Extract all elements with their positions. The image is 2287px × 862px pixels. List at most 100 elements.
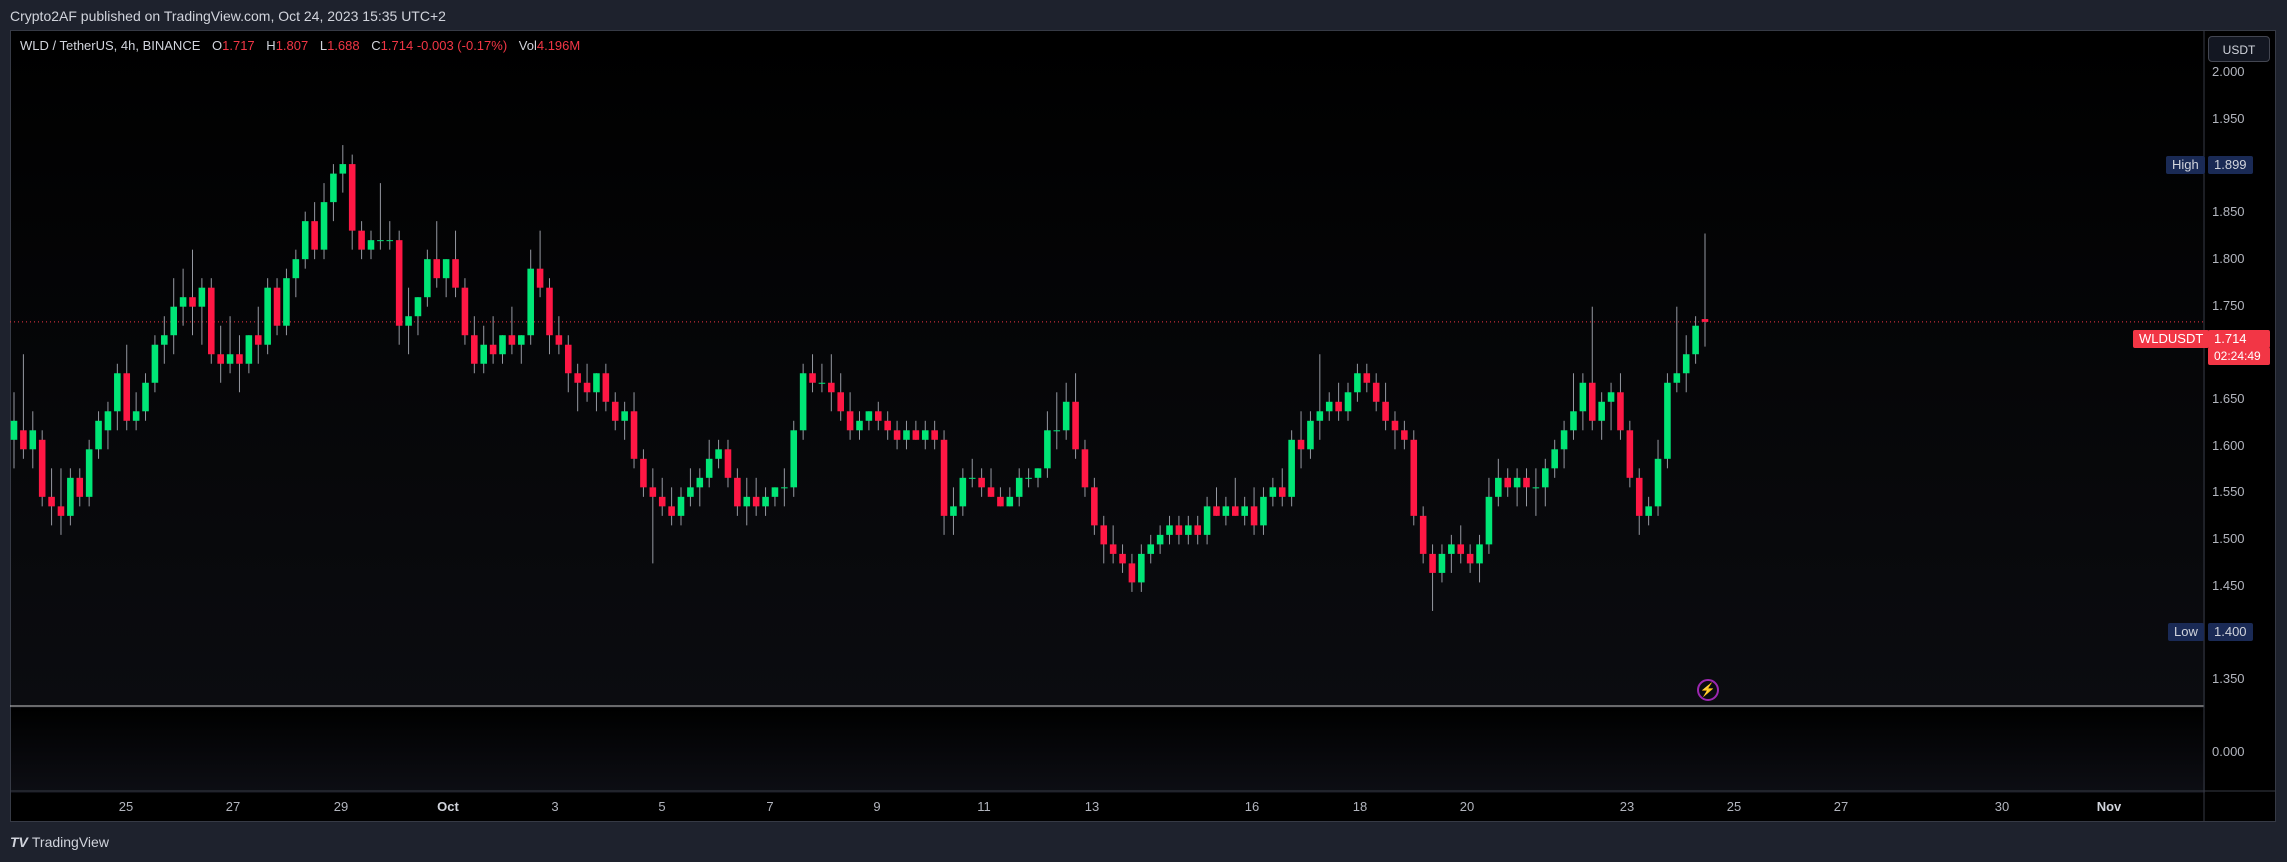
candle[interactable]: [114, 363, 121, 431]
candle[interactable]: [348, 154, 356, 250]
candle[interactable]: [1363, 363, 1371, 393]
candle[interactable]: [1015, 468, 1023, 507]
candle[interactable]: [508, 306, 516, 355]
candle[interactable]: [461, 278, 469, 345]
candle[interactable]: [734, 468, 741, 516]
candle[interactable]: [649, 468, 657, 564]
candle[interactable]: [968, 458, 976, 488]
candle[interactable]: [95, 411, 102, 459]
candle[interactable]: [1128, 553, 1136, 592]
candle[interactable]: [1560, 420, 1568, 469]
candle[interactable]: [527, 249, 534, 345]
candle[interactable]: [489, 316, 497, 364]
candle[interactable]: [978, 468, 985, 497]
candle[interactable]: [771, 487, 779, 507]
candle[interactable]: [630, 392, 638, 469]
candle[interactable]: [1645, 496, 1652, 526]
candle[interactable]: [1081, 439, 1089, 497]
candle[interactable]: [884, 411, 891, 440]
candle[interactable]: [602, 363, 610, 412]
candle[interactable]: [1325, 392, 1333, 421]
candle[interactable]: [546, 278, 553, 355]
candle[interactable]: [76, 468, 84, 507]
candle[interactable]: [1372, 373, 1380, 412]
candle[interactable]: [1100, 515, 1108, 564]
candle[interactable]: [705, 439, 713, 488]
candle[interactable]: [1138, 544, 1145, 592]
candle[interactable]: [1231, 477, 1239, 516]
candle[interactable]: [395, 230, 403, 345]
candle[interactable]: [1476, 534, 1483, 583]
candle[interactable]: [10, 392, 18, 469]
candle[interactable]: [273, 278, 281, 336]
candle[interactable]: [217, 325, 224, 383]
candle[interactable]: [1354, 363, 1361, 402]
candle[interactable]: [414, 297, 422, 336]
tradingview-logo[interactable]: TV TradingView: [10, 834, 109, 850]
candle[interactable]: [358, 221, 365, 260]
candle[interactable]: [677, 487, 685, 526]
candle[interactable]: [1495, 458, 1502, 507]
candle[interactable]: [837, 373, 844, 421]
candle[interactable]: [1044, 411, 1051, 478]
candle[interactable]: [1194, 515, 1201, 545]
candle[interactable]: [292, 249, 300, 298]
candle[interactable]: [724, 439, 732, 488]
candle[interactable]: [1598, 392, 1605, 440]
candle[interactable]: [593, 373, 600, 412]
candle[interactable]: [57, 468, 65, 535]
candle[interactable]: [38, 430, 46, 507]
candle[interactable]: [762, 487, 769, 516]
candle[interactable]: [1222, 496, 1230, 526]
legend-symbol[interactable]: WLD / TetherUS, 4h, BINANCE: [20, 38, 201, 53]
candle[interactable]: [48, 468, 55, 526]
candle[interactable]: [1419, 506, 1427, 564]
candle[interactable]: [170, 278, 177, 355]
candle[interactable]: [743, 477, 751, 526]
candle[interactable]: [1532, 468, 1540, 516]
candle[interactable]: [1682, 335, 1690, 393]
candle[interactable]: [377, 183, 384, 250]
candle[interactable]: [1626, 420, 1634, 488]
candle[interactable]: [1269, 477, 1277, 507]
candle[interactable]: [903, 420, 910, 450]
candle[interactable]: [921, 420, 929, 450]
candle[interactable]: [471, 316, 478, 374]
candle[interactable]: [330, 164, 337, 222]
candle[interactable]: [574, 363, 581, 412]
candle[interactable]: [452, 230, 459, 298]
candle[interactable]: [1570, 373, 1577, 440]
candle[interactable]: [1438, 544, 1446, 583]
candle[interactable]: [555, 316, 563, 355]
candle[interactable]: [254, 306, 262, 364]
candle[interactable]: [940, 430, 948, 535]
price-pane[interactable]: [11, 31, 2205, 708]
candle[interactable]: [1654, 439, 1662, 516]
candle[interactable]: [1448, 534, 1455, 573]
candle[interactable]: [931, 420, 938, 450]
candle[interactable]: [1504, 468, 1512, 497]
candle[interactable]: [142, 373, 149, 421]
candle[interactable]: [611, 392, 619, 431]
candle[interactable]: [480, 325, 488, 374]
candle[interactable]: [1664, 373, 1671, 469]
candle[interactable]: [1241, 496, 1248, 526]
candle[interactable]: [151, 335, 159, 393]
candle[interactable]: [207, 278, 215, 364]
candle[interactable]: [1542, 458, 1549, 507]
candle[interactable]: [189, 249, 196, 336]
candle[interactable]: [959, 468, 967, 516]
candle[interactable]: [536, 230, 544, 298]
candle[interactable]: [799, 363, 807, 440]
candle[interactable]: [104, 401, 112, 450]
lightning-icon[interactable]: ⚡: [1697, 679, 1719, 701]
candle[interactable]: [1175, 515, 1183, 545]
candle[interactable]: [1410, 430, 1418, 526]
candle[interactable]: [1307, 411, 1314, 459]
candle[interactable]: [132, 392, 140, 431]
candle[interactable]: [198, 278, 206, 345]
candle[interactable]: [226, 316, 234, 374]
candle[interactable]: [1701, 233, 1709, 347]
candle[interactable]: [1316, 354, 1324, 440]
